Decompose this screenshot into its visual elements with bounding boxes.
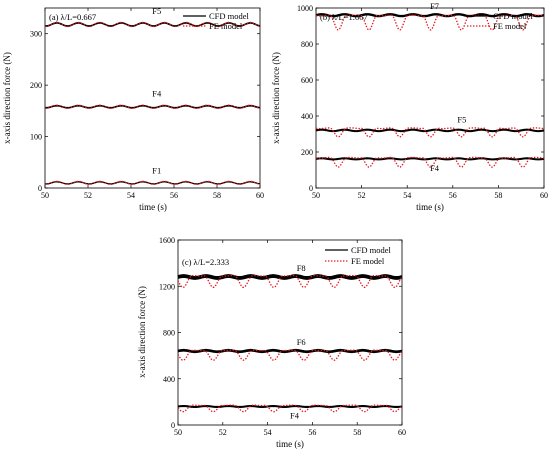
panel-a-frame	[44, 7, 261, 189]
panel-c-ticks: 50 52 54 56 58 60 0 400 800 1200 1600	[159, 236, 406, 437]
cfd-curve-f4	[44, 104, 261, 109]
panel-a-xlabel: time (s)	[139, 202, 167, 212]
curve-label-f5: F5	[457, 114, 466, 124]
x-tick-label: 60	[256, 191, 264, 200]
y-tick-label: 0	[171, 421, 175, 430]
y-tick-label: 300	[30, 30, 42, 39]
y-tick-label: 600	[301, 76, 313, 85]
y-tick-label: 0	[309, 184, 313, 193]
y-tick-label: 800	[301, 40, 313, 49]
legend-fe-label: FE model	[493, 21, 527, 31]
panel-c: F8 F6 F4 50 52 54 56 58 60 0 400 800 1200 1600 (c) λ…	[137, 236, 406, 449]
cfd-curve-f8	[177, 274, 403, 280]
x-tick-label: 60	[398, 428, 406, 437]
y-tick-label: 200	[30, 81, 42, 90]
panel-a-data: F5 F4 F1	[44, 6, 261, 186]
panel-a-title: (a) λ/L=0.667	[49, 12, 96, 22]
curve-label-f4: F4	[152, 88, 162, 98]
y-tick-label: 1000	[297, 4, 313, 13]
x-tick-label: 54	[403, 191, 411, 200]
x-tick-label: 54	[264, 428, 272, 437]
panel-a: F5 F4 F1 50 52 54 56 58 60 0 100 200 300 (a) λ/L=0.…	[2, 6, 264, 212]
cfd-curve-f4	[315, 157, 545, 161]
cfd-curve-f6	[177, 348, 403, 354]
curve-label-f8: F8	[297, 263, 306, 273]
legend-cfd-label: CFD model	[493, 11, 534, 21]
curve-label-f7: F7	[430, 1, 439, 11]
fe-curve-f4	[177, 404, 403, 413]
curve-label-f1: F1	[152, 166, 161, 176]
x-tick-label: 52	[358, 191, 366, 200]
cfd-curve-f5	[315, 128, 545, 133]
curve-label-f6: F6	[297, 337, 306, 347]
x-tick-label: 56	[170, 191, 178, 200]
fe-curve-f5	[315, 127, 545, 138]
legend-cfd-label: CFD model	[351, 245, 392, 255]
cfd-curve-f7	[315, 13, 545, 18]
y-tick-label: 400	[163, 375, 175, 384]
x-tick-label: 56	[308, 428, 316, 437]
legend-fe-label: FE model	[351, 256, 385, 266]
panel-a-legend: CFD model FE model	[183, 11, 250, 31]
curve-label-f4: F4	[430, 163, 440, 173]
panel-c-legend: CFD model FE model	[325, 245, 392, 266]
curve-label-f5: F5	[152, 6, 161, 16]
panel-b-legend: CFD model FE model	[467, 11, 534, 31]
x-tick-label: 60	[540, 191, 548, 200]
x-tick-label: 58	[353, 428, 361, 437]
panel-c-frame	[177, 239, 403, 426]
panel-b-data: F7 F5 F4	[315, 1, 545, 173]
y-tick-label: 400	[301, 112, 313, 121]
x-tick-label: 50	[312, 191, 320, 200]
panel-c-data: F8 F6 F4	[177, 263, 403, 421]
y-tick-label: 100	[30, 133, 42, 142]
cfd-curve-f5	[44, 22, 261, 27]
fe-curve-f8	[177, 274, 403, 289]
cfd-curve-f4	[177, 405, 403, 408]
fe-curve-f7	[315, 14, 545, 31]
y-tick-label: 0	[38, 184, 42, 193]
legend-cfd-label: CFD model	[209, 11, 250, 21]
x-tick-label: 58	[494, 191, 502, 200]
y-tick-label: 1600	[159, 236, 175, 245]
curve-label-f4: F4	[290, 411, 300, 421]
legend-fe-label: FE model	[209, 21, 243, 31]
y-tick-label: 1200	[159, 282, 175, 291]
x-tick-label: 50	[174, 428, 182, 437]
x-tick-label: 52	[219, 428, 227, 437]
panel-a-ticks: 50 52 54 56 58 60 0 100 200 300	[30, 8, 264, 200]
panel-b-xlabel: time (s)	[416, 202, 444, 212]
cfd-curve-f1	[44, 181, 261, 185]
panel-c-xlabel: time (s)	[276, 439, 304, 449]
panel-b-ylabel: x-axis direction force (N)	[271, 52, 281, 144]
panel-c-title: (c) λ/L=2.333	[182, 257, 229, 267]
x-tick-label: 50	[41, 191, 49, 200]
y-tick-label: 800	[163, 329, 175, 338]
panel-b-frame	[315, 7, 545, 189]
x-tick-label: 58	[213, 191, 221, 200]
panel-a-ylabel: x-axis direction force (N)	[2, 52, 12, 144]
x-tick-label: 52	[84, 191, 92, 200]
panel-c-ylabel: x-axis direction force (N)	[137, 286, 147, 378]
x-tick-label: 54	[127, 191, 135, 200]
fe-curve-f4	[315, 156, 545, 168]
panel-b-title: (b) λ/L=1.667	[320, 12, 368, 22]
y-tick-label: 200	[301, 148, 313, 157]
x-tick-label: 56	[449, 191, 457, 200]
